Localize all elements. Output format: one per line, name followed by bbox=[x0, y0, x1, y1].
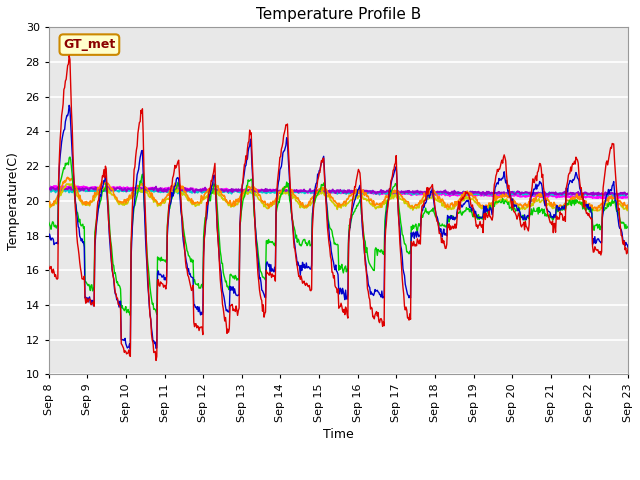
Y-axis label: Temperature(C): Temperature(C) bbox=[7, 152, 20, 250]
Title: Temperature Profile B: Temperature Profile B bbox=[256, 7, 421, 22]
X-axis label: Time: Time bbox=[323, 428, 354, 441]
Text: GT_met: GT_met bbox=[63, 38, 115, 51]
